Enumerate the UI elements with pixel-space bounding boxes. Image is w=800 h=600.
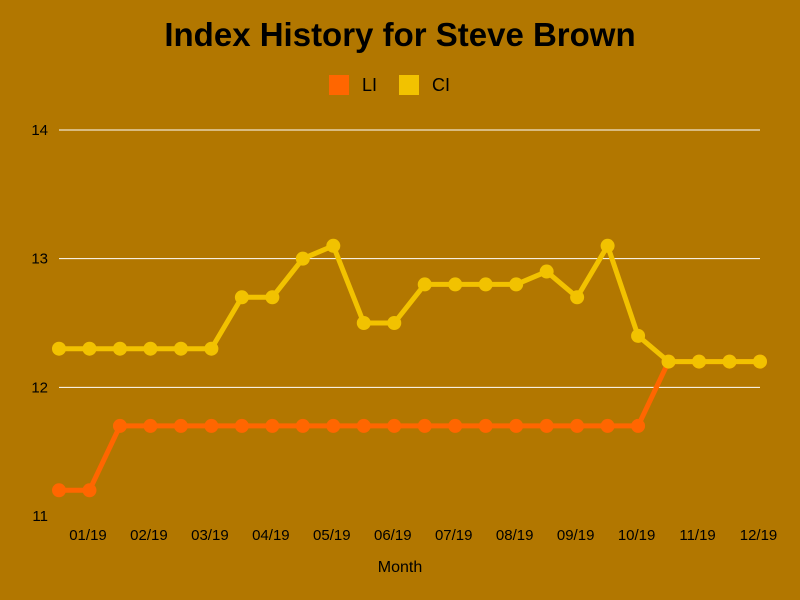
series-line (59, 359, 760, 493)
data-point (112, 341, 127, 356)
data-point (600, 238, 615, 253)
data-point (478, 418, 493, 433)
y-tick-label: 13 (31, 251, 48, 268)
series-line (59, 243, 760, 365)
series-group (52, 238, 767, 498)
data-point (600, 418, 615, 433)
data-point (265, 418, 280, 433)
x-axis-title: Month (378, 559, 422, 576)
y-tick-label: 12 (31, 379, 48, 396)
data-point (448, 418, 463, 433)
data-point (204, 418, 219, 433)
data-point (112, 418, 127, 433)
x-tick-label: 06/19 (374, 527, 412, 544)
data-point (570, 290, 585, 305)
x-tick-label: 03/19 (191, 527, 229, 544)
x-tick-label: 10/19 (618, 527, 656, 544)
data-point (478, 277, 493, 292)
data-point (143, 341, 158, 356)
data-point (295, 418, 310, 433)
series-li (52, 354, 767, 498)
data-point (234, 418, 249, 433)
x-axis-ticks: 01/19 02/19 03/19 04/19 05/19 06/19 07/19 08/19… (69, 527, 777, 544)
x-tick-label: 05/19 (313, 527, 351, 544)
x-tick-label: 11/19 (679, 527, 715, 544)
data-point (265, 290, 280, 305)
data-point (631, 418, 646, 433)
data-point (82, 483, 97, 498)
x-tick-label: 12/19 (740, 527, 778, 544)
legend-label: CI (432, 75, 450, 95)
data-point (387, 418, 402, 433)
data-point (722, 354, 737, 369)
data-point (204, 341, 219, 356)
legend-swatch (329, 75, 349, 95)
y-axis-ticks: 11 12 13 14 (31, 122, 48, 525)
y-tick-label: 14 (31, 122, 48, 139)
x-tick-label: 09/19 (557, 527, 595, 544)
data-point (417, 418, 432, 433)
legend-swatch (399, 75, 419, 95)
data-point (387, 316, 402, 330)
data-point (417, 277, 432, 292)
x-tick-label: 08/19 (496, 527, 534, 544)
data-point (173, 418, 188, 433)
data-point (356, 316, 371, 330)
data-point (753, 354, 767, 369)
data-point (661, 354, 676, 369)
data-point (509, 418, 524, 433)
data-point (356, 418, 371, 433)
series-ci (52, 238, 767, 369)
data-point (448, 277, 463, 292)
data-point (326, 418, 341, 433)
data-point (52, 341, 66, 356)
data-point (326, 238, 341, 253)
data-point (631, 328, 646, 343)
data-point (570, 418, 585, 433)
x-tick-label: 04/19 (252, 527, 290, 544)
legend: LI CI (329, 75, 450, 95)
data-point (234, 290, 249, 305)
x-tick-label: 01/19 (69, 527, 107, 544)
data-point (509, 277, 524, 292)
data-point (295, 251, 310, 266)
data-point (52, 483, 66, 498)
x-tick-label: 07/19 (435, 527, 473, 544)
grid-lines (59, 129, 760, 388)
data-point (82, 341, 97, 356)
data-point (143, 418, 158, 433)
x-tick-label: 02/19 (130, 527, 168, 544)
data-point (539, 264, 554, 279)
data-point (692, 354, 707, 369)
data-point (539, 418, 554, 433)
data-point (173, 341, 188, 356)
legend-label: LI (362, 75, 377, 95)
chart-title: Index History for Steve Brown (164, 16, 635, 53)
y-tick-label: 11 (32, 508, 48, 525)
